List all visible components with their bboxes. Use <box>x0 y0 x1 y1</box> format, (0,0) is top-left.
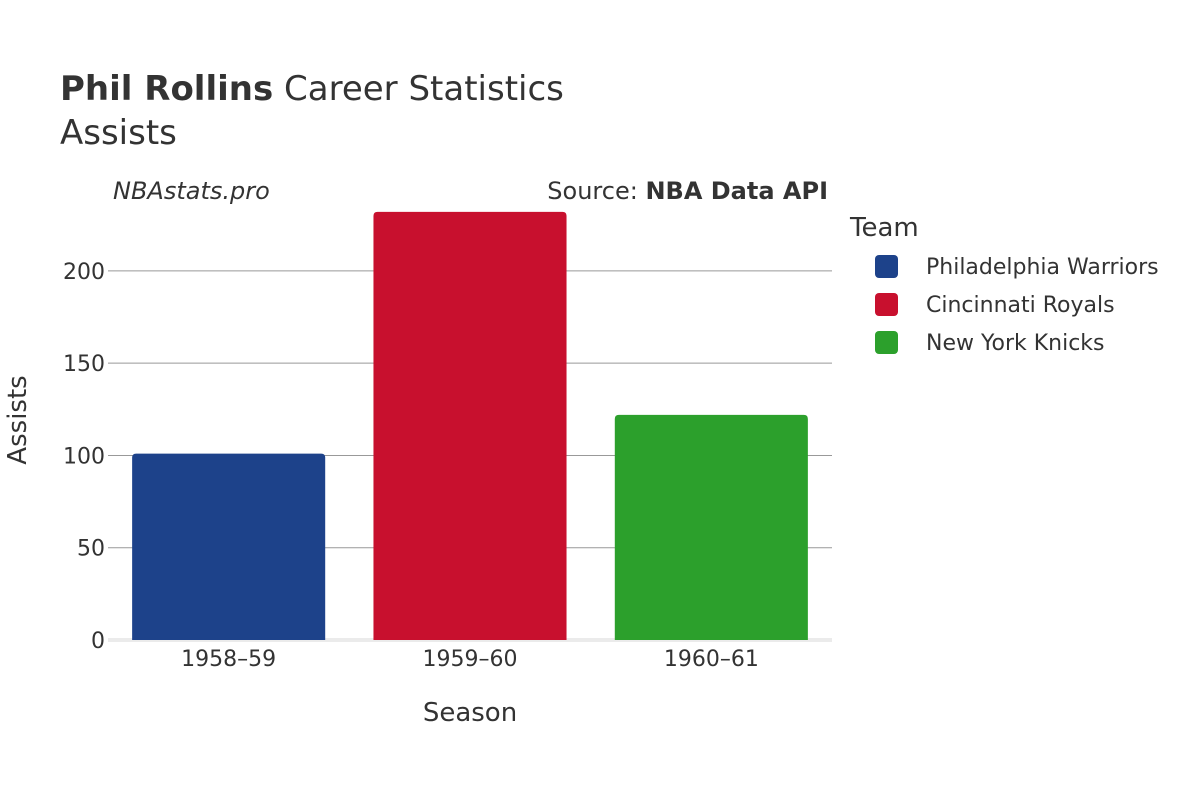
legend-swatch <box>875 331 898 354</box>
x-tick-label: 1959–60 <box>423 647 518 672</box>
bar[interactable] <box>614 414 808 640</box>
x-tick-labels: 1958–59 1959–60 1960–61 <box>181 647 759 672</box>
watermark: NBAstats.pro <box>113 177 270 205</box>
legend: Team Philadelphia Warriors Cincinnati Roy… <box>849 213 1159 356</box>
legend-label: Cincinnati Royals <box>926 293 1115 318</box>
x-tick-label: 1960–61 <box>664 647 759 672</box>
x-tick-label: 1958–59 <box>181 647 276 672</box>
bar[interactable] <box>132 453 326 640</box>
legend-swatch <box>875 255 898 278</box>
legend-items: Philadelphia Warriors Cincinnati Royals Ne… <box>875 255 1159 356</box>
y-tick-label: 200 <box>63 260 105 285</box>
source-label: Source: NBA Data API <box>547 177 828 205</box>
source-prefix: Source: <box>547 177 645 205</box>
bar[interactable] <box>373 211 567 640</box>
y-tick-label: 0 <box>91 629 105 654</box>
legend-label: Philadelphia Warriors <box>926 255 1159 280</box>
y-tick-labels: 0 50 100 150 200 <box>63 260 105 654</box>
legend-title: Team <box>849 213 919 243</box>
legend-item[interactable]: Philadelphia Warriors <box>875 255 1159 280</box>
legend-item[interactable]: New York Knicks <box>875 331 1105 356</box>
y-tick-label: 50 <box>77 537 105 562</box>
source-name: NBA Data API <box>645 177 828 205</box>
y-axis-title: Assists <box>3 375 33 464</box>
x-axis-title: Season <box>423 698 517 728</box>
y-tick-label: 150 <box>63 352 105 377</box>
title-suffix: Career Statistics <box>273 69 564 109</box>
player-name: Phil Rollins <box>60 69 273 109</box>
y-tick-label: 100 <box>63 444 105 469</box>
bars <box>132 211 808 640</box>
legend-swatch <box>875 293 898 316</box>
chart-subtitle: Assists <box>60 113 177 153</box>
legend-item[interactable]: Cincinnati Royals <box>875 293 1115 318</box>
chart-title: Phil Rollins Career Statistics <box>60 69 564 109</box>
legend-label: New York Knicks <box>926 331 1105 356</box>
